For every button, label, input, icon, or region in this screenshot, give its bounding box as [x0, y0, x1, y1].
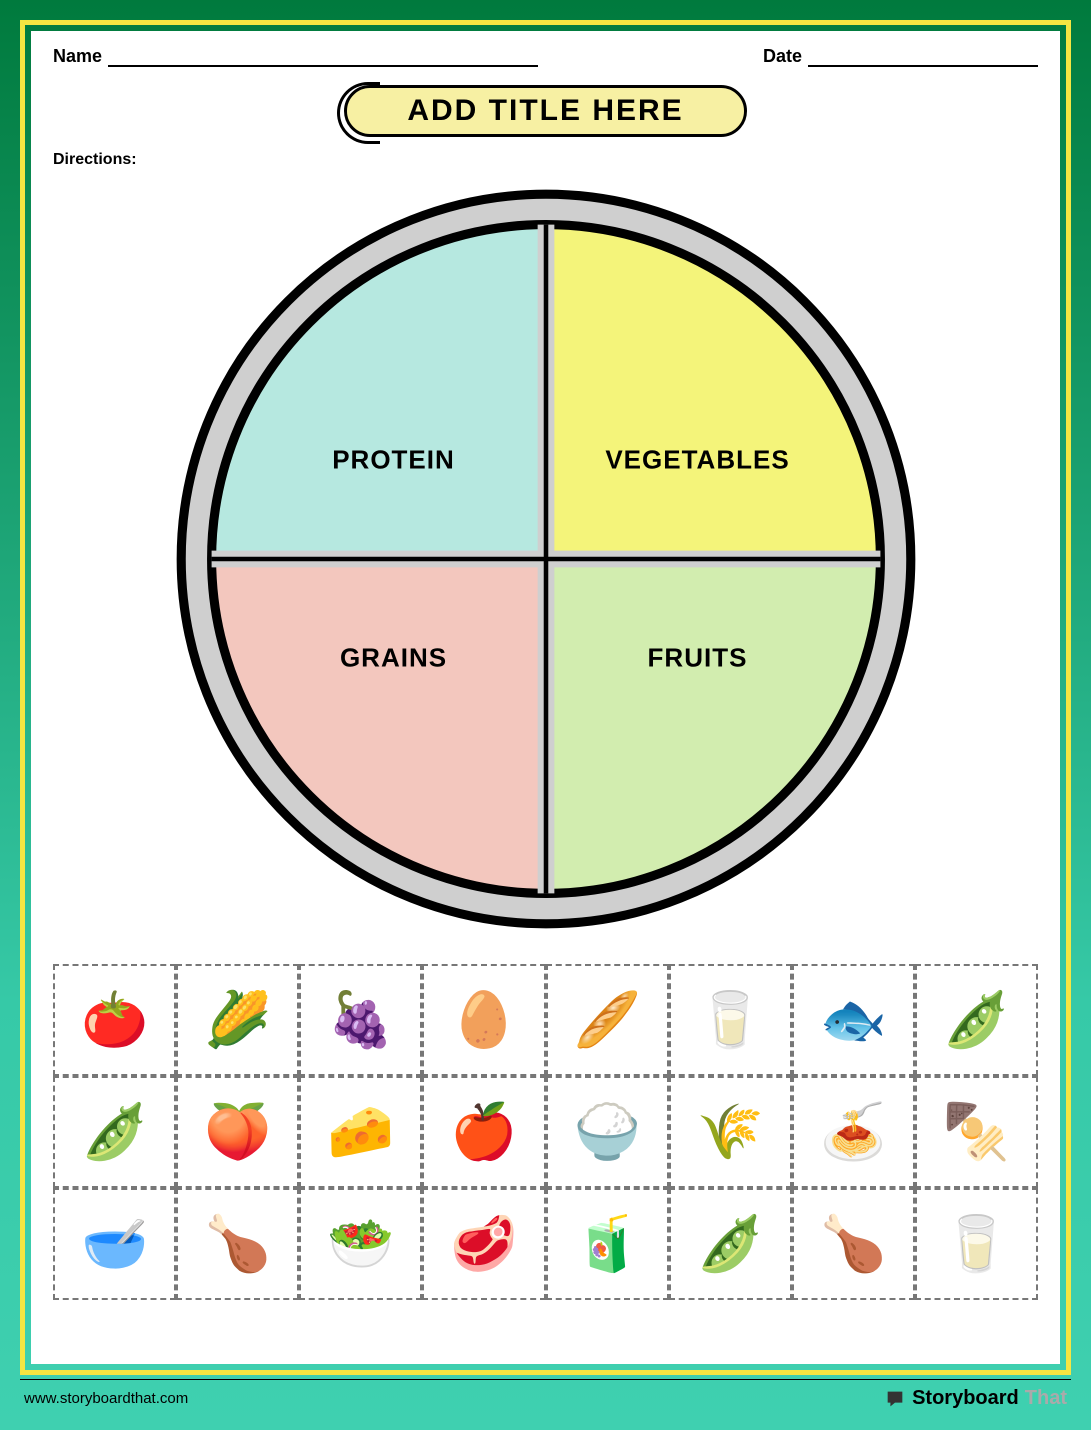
food-plate-diagram: PROTEIN VEGETABLES GRAINS FRUITS — [166, 179, 926, 939]
food-item-rice-bowl[interactable]: 🍚 — [546, 1076, 669, 1188]
food-item-wheat[interactable]: 🌾 — [669, 1076, 792, 1188]
segment-vegetables[interactable] — [546, 225, 880, 559]
directions-label: Directions: — [53, 151, 1038, 169]
segment-grains[interactable] — [211, 559, 545, 893]
date-field: Date — [763, 46, 1038, 67]
brand-name-b: That — [1025, 1387, 1067, 1410]
food-item-bread[interactable]: 🥖 — [546, 964, 669, 1076]
food-item-apple[interactable]: 🍎 — [422, 1076, 545, 1188]
segment-label-fruits: FRUITS — [648, 642, 748, 673]
food-item-peach[interactable]: 🍑 — [176, 1076, 299, 1188]
header-row: Name Date — [53, 46, 1038, 67]
segment-label-vegetables: VEGETABLES — [605, 445, 789, 476]
date-input-line[interactable] — [808, 49, 1038, 67]
food-item-juice-box[interactable]: 🧃 — [546, 1188, 669, 1300]
footer-url: www.storyboardthat.com — [24, 1390, 188, 1407]
food-item-milk-carton[interactable]: 🥛 — [669, 964, 792, 1076]
food-item-steak[interactable]: 🥩 — [422, 1188, 545, 1300]
food-item-peas[interactable]: 🫛 — [669, 1188, 792, 1300]
plate-svg — [166, 179, 926, 939]
food-item-salad[interactable]: 🥗 — [299, 1188, 422, 1300]
brand-name-a: Storyboard — [912, 1387, 1019, 1410]
worksheet-border: Name Date ADD TITLE HERE Directions: — [20, 20, 1071, 1375]
food-item-kebab[interactable]: 🍢 — [915, 1076, 1038, 1188]
speech-bubble-icon — [884, 1388, 906, 1410]
food-item-green-beans2[interactable]: 🫛 — [53, 1076, 176, 1188]
food-item-fish[interactable]: 🐟 — [792, 964, 915, 1076]
title-area: ADD TITLE HERE — [53, 85, 1038, 137]
food-item-chicken[interactable]: 🍗 — [176, 1188, 299, 1300]
food-item-tomato[interactable]: 🍅 — [53, 964, 176, 1076]
name-input-line[interactable] — [108, 49, 538, 67]
name-field: Name — [53, 46, 538, 67]
segment-protein[interactable] — [211, 225, 545, 559]
food-item-grapes[interactable]: 🍇 — [299, 964, 422, 1076]
name-label: Name — [53, 46, 102, 67]
food-item-green-beans[interactable]: 🫛 — [915, 964, 1038, 1076]
food-items-grid: 🍅🌽🍇🥚🥖🥛🐟🫛🫛🍑🧀🍎🍚🌾🍝🍢🥣🍗🥗🥩🧃🫛🍗🥛 — [53, 964, 1038, 1300]
food-item-drumstick[interactable]: 🍗 — [792, 1188, 915, 1300]
segment-label-protein: PROTEIN — [332, 445, 455, 476]
food-item-milk-jug[interactable]: 🥛 — [915, 1188, 1038, 1300]
brand-logo: Storyboard That — [884, 1387, 1067, 1410]
title-pill[interactable]: ADD TITLE HERE — [344, 85, 746, 137]
food-item-bowl[interactable]: 🥣 — [53, 1188, 176, 1300]
date-label: Date — [763, 46, 802, 67]
footer: www.storyboardthat.com Storyboard That — [24, 1387, 1067, 1410]
worksheet-page: Name Date ADD TITLE HERE Directions: — [31, 31, 1060, 1364]
segment-fruits[interactable] — [546, 559, 880, 893]
food-item-egg[interactable]: 🥚 — [422, 964, 545, 1076]
title-text: ADD TITLE HERE — [407, 94, 683, 127]
food-item-corn[interactable]: 🌽 — [176, 964, 299, 1076]
segment-label-grains: GRAINS — [340, 642, 447, 673]
food-item-pasta-bowl[interactable]: 🍝 — [792, 1076, 915, 1188]
footer-divider — [20, 1379, 1071, 1380]
food-item-cheese[interactable]: 🧀 — [299, 1076, 422, 1188]
